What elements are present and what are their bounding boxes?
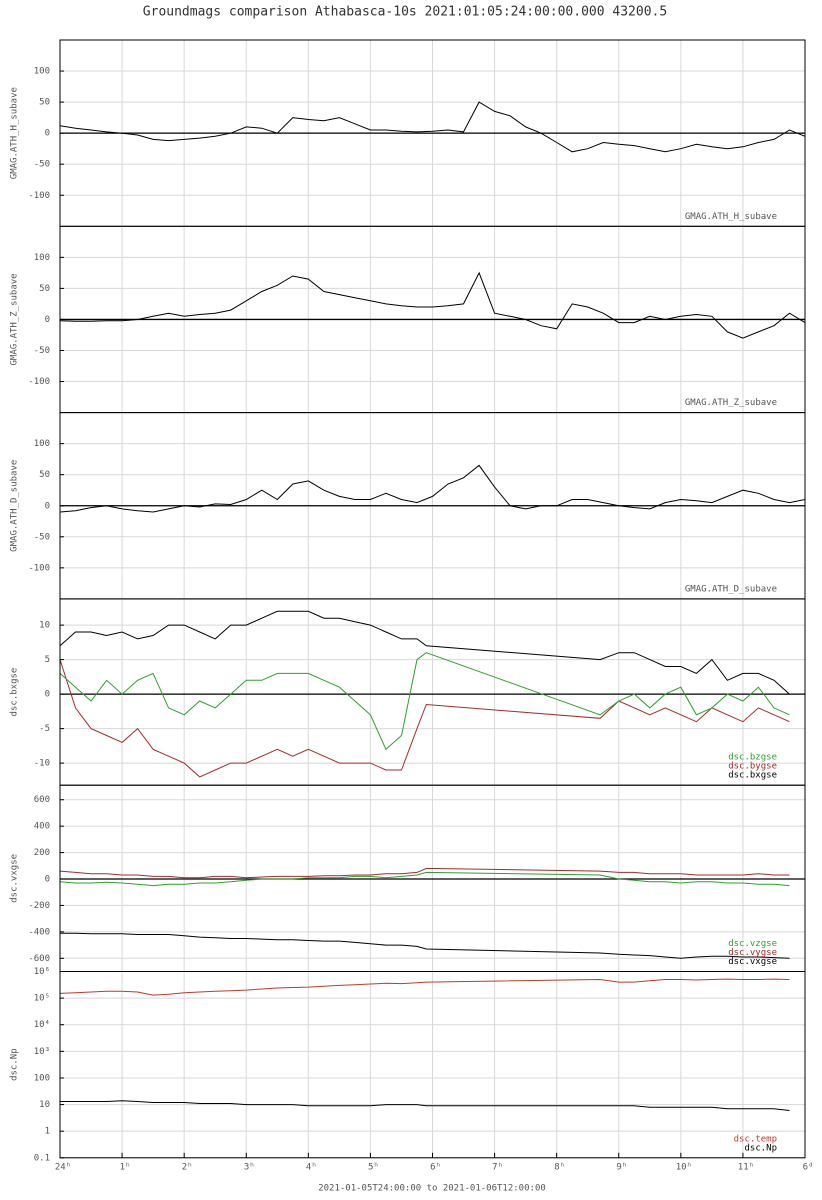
series-line — [59, 652, 790, 751]
x-tick-label: 9ʰ — [616, 1162, 627, 1172]
y-tick-label: 10⁶ — [34, 967, 50, 977]
legend-label: dsc.vxgse — [728, 957, 777, 967]
legend-label: dsc.temp — [734, 1134, 777, 1144]
y-tick-label: 10 — [39, 621, 50, 631]
y-tick-label: 600 — [34, 795, 50, 805]
y-tick-label: 10 — [39, 1100, 50, 1110]
legend-label: dsc.bzgse — [728, 753, 777, 763]
y-tick-label: 100 — [34, 67, 50, 77]
legend-label: dsc.bygse — [728, 762, 777, 772]
series-line — [59, 659, 790, 778]
y-tick-label: 0 — [45, 315, 50, 325]
legend-label: dsc.Np — [744, 1143, 777, 1153]
y-tick-label: 10³ — [34, 1047, 50, 1057]
y-tick-label: -100 — [28, 377, 50, 387]
x-axis-label: 2021-01-05T24:00:00 to 2021-01-06T12:00:… — [318, 1184, 546, 1194]
series-line — [60, 932, 790, 959]
series-line — [60, 1100, 790, 1111]
y-tick-label: 100 — [34, 1073, 50, 1083]
legend-label: GMAG.ATH_H_subave — [685, 212, 777, 222]
x-tick-label: 3ʰ — [244, 1162, 255, 1172]
y-tick-label: 10⁵ — [34, 994, 50, 1004]
x-tick-label: 2ʰ — [182, 1162, 193, 1172]
x-tick-label: 6ᵈ — [803, 1162, 814, 1172]
x-tick-label: 24ʰ — [55, 1162, 71, 1172]
y-tick-label: 50 — [39, 284, 50, 294]
y-tick-label: -50 — [34, 532, 50, 542]
y-tick-label: 50 — [39, 98, 50, 108]
x-tick-label: 5ʰ — [368, 1162, 379, 1172]
y-tick-label: -100 — [28, 191, 50, 201]
y-tick-label: -100 — [28, 563, 50, 573]
series-line — [59, 871, 790, 887]
y-axis-label: GMAG.ATH_Z_subave — [10, 273, 20, 365]
y-tick-label: 10⁴ — [34, 1020, 50, 1030]
y-axis-label: GMAG.ATH_H_subave — [10, 87, 20, 179]
y-tick-label: 0.1 — [34, 1153, 50, 1163]
y-tick-label: 0 — [45, 129, 50, 139]
legend-label: GMAG.ATH_D_subave — [685, 584, 777, 594]
x-tick-label: 1ʰ — [120, 1162, 131, 1172]
x-tick-label: 10ʰ — [676, 1162, 692, 1172]
legend-label: dsc.vygse — [728, 948, 777, 958]
x-tick-label: 4ʰ — [306, 1162, 317, 1172]
x-tick-label: 11ʰ — [738, 1162, 754, 1172]
y-tick-label: -50 — [34, 346, 50, 356]
y-tick-label: 100 — [34, 253, 50, 263]
y-tick-label: -200 — [28, 901, 50, 911]
y-tick-label: 1 — [45, 1127, 50, 1137]
series-line — [59, 867, 790, 879]
y-tick-label: 5 — [45, 655, 50, 665]
y-tick-label: -600 — [28, 954, 50, 964]
y-tick-label: 400 — [34, 822, 50, 832]
chart-title: Groundmags comparison Athabasca-10s 2021… — [143, 5, 667, 20]
legend-label: dsc.vzgse — [728, 939, 777, 949]
y-tick-label: 0 — [45, 501, 50, 511]
y-axis-label: GMAG.ATH_D_subave — [10, 460, 20, 552]
y-tick-label: -50 — [34, 160, 50, 170]
x-tick-label: 8ʰ — [554, 1162, 565, 1172]
x-tick-label: 6ʰ — [430, 1162, 441, 1172]
series-line — [59, 271, 806, 339]
y-tick-label: -10 — [34, 759, 50, 769]
y-tick-label: -5 — [39, 724, 50, 734]
y-tick-label: 200 — [34, 848, 50, 858]
legend-label: dsc.bxgse — [728, 771, 777, 781]
series-line — [59, 101, 806, 153]
y-axis-label: dsc.bxgse — [10, 668, 20, 717]
y-axis-label: dsc.Np — [10, 1048, 20, 1081]
x-tick-label: 7ʰ — [492, 1162, 503, 1172]
series-line — [59, 978, 790, 996]
y-axis-label: dsc.vxgse — [10, 854, 20, 903]
y-tick-label: -400 — [28, 927, 50, 937]
series-line — [59, 464, 806, 513]
y-tick-label: 0 — [45, 690, 50, 700]
y-tick-label: 100 — [34, 439, 50, 449]
series-line — [59, 610, 790, 695]
y-tick-label: 0 — [45, 875, 50, 885]
legend-label: GMAG.ATH_Z_subave — [685, 398, 777, 408]
y-tick-label: 50 — [39, 470, 50, 480]
